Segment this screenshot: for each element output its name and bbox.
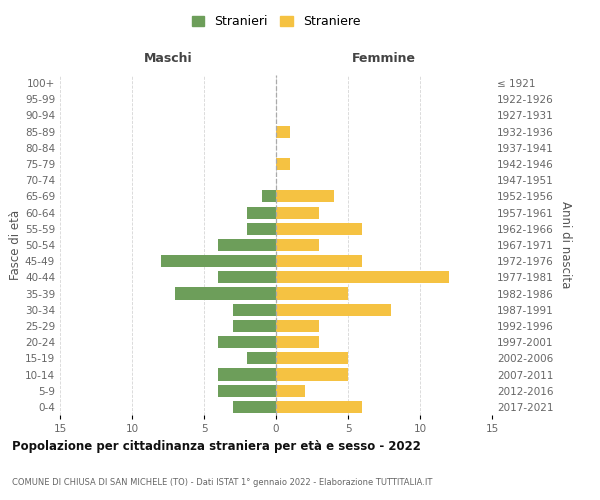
Bar [218,272,276,283]
Bar [276,126,290,138]
Bar [233,401,276,413]
Legend: Stranieri, Straniere: Stranieri, Straniere [188,11,364,32]
Bar [233,320,276,332]
Bar [218,239,276,251]
Bar [276,158,290,170]
Text: Popolazione per cittadinanza straniera per età e sesso - 2022: Popolazione per cittadinanza straniera p… [12,440,421,453]
Bar [175,288,276,300]
Bar [276,272,449,283]
Bar [276,336,319,348]
Y-axis label: Fasce di età: Fasce di età [9,210,22,280]
Bar [276,206,319,218]
Bar [161,255,276,268]
Text: COMUNE DI CHIUSA DI SAN MICHELE (TO) - Dati ISTAT 1° gennaio 2022 - Elaborazione: COMUNE DI CHIUSA DI SAN MICHELE (TO) - D… [12,478,433,487]
Bar [218,368,276,380]
Bar [262,190,276,202]
Bar [276,384,305,397]
Bar [276,239,319,251]
Bar [276,255,362,268]
Bar [276,288,348,300]
Bar [233,304,276,316]
Bar [247,222,276,235]
Y-axis label: Anni di nascita: Anni di nascita [559,202,572,288]
Bar [276,304,391,316]
Bar [218,336,276,348]
Bar [276,401,362,413]
Text: Femmine: Femmine [352,52,416,66]
Bar [276,352,348,364]
Bar [218,384,276,397]
Text: Maschi: Maschi [143,52,193,66]
Bar [276,320,319,332]
Bar [276,368,348,380]
Bar [276,222,362,235]
Bar [247,352,276,364]
Bar [247,206,276,218]
Bar [276,190,334,202]
